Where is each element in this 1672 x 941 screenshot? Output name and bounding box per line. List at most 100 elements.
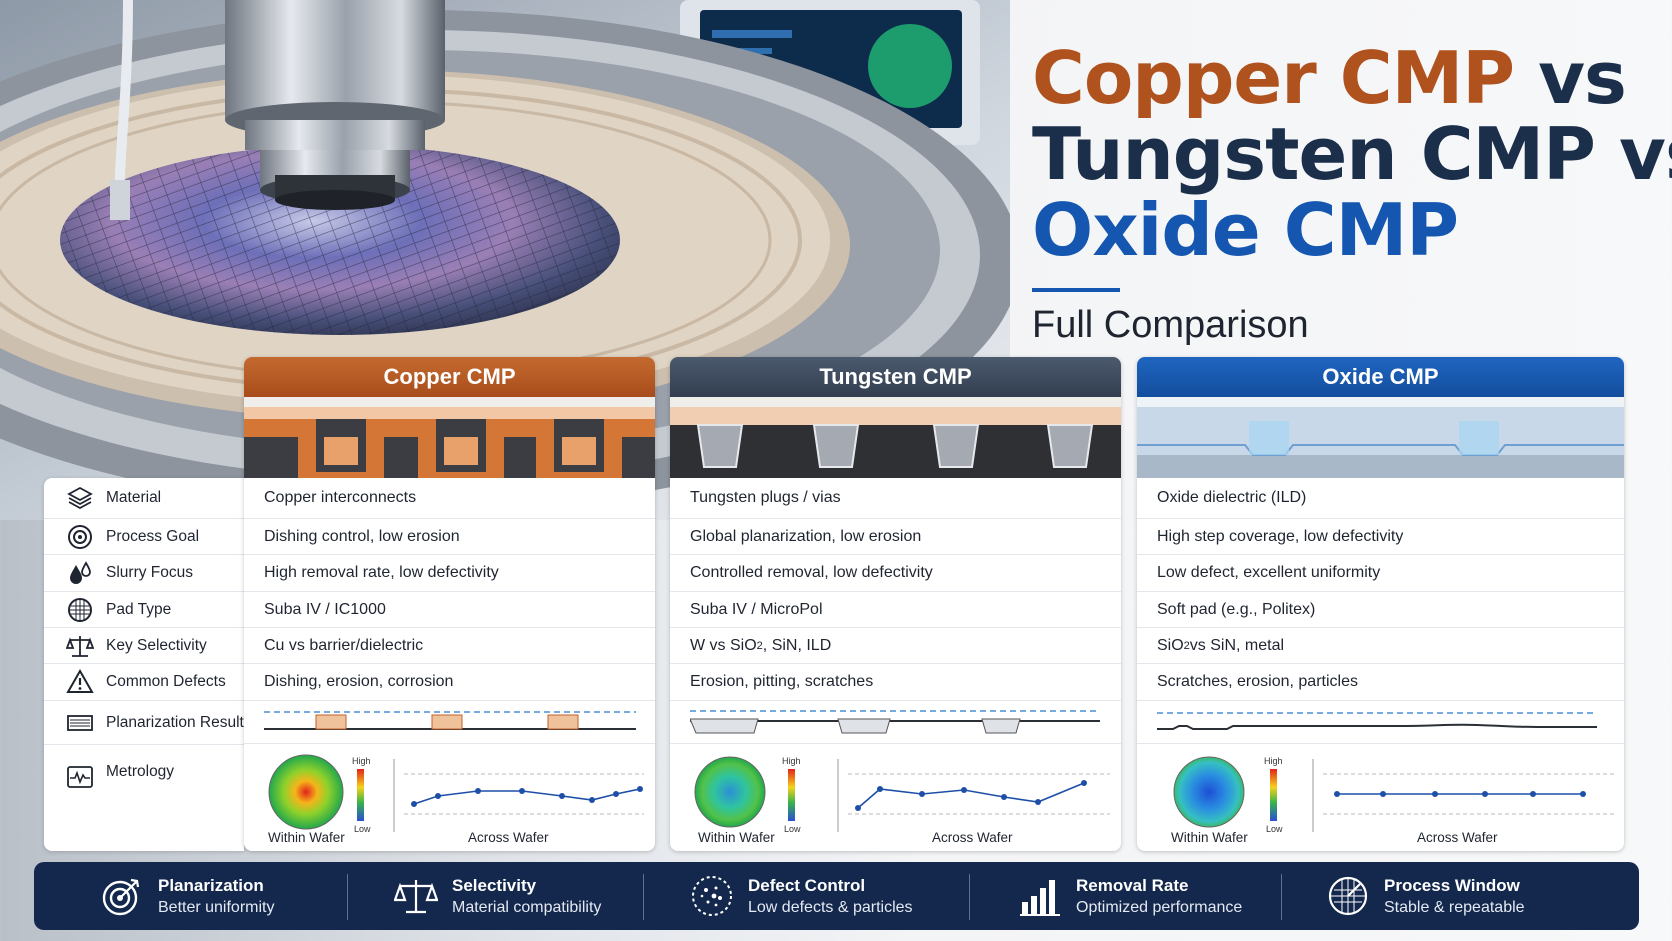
cell-oxide-slurry-focus: Low defect, excellent uniformity — [1137, 555, 1624, 592]
cell-copper-process-goal: Dishing control, low erosion — [244, 519, 655, 555]
cell-oxide-planarization — [1137, 701, 1624, 744]
planarization-profile-tungsten — [690, 710, 1100, 734]
cell-tungsten-slurry-focus: Controlled removal, low defectivity — [670, 555, 1121, 592]
footer-subtitle: Low defects & particles — [748, 898, 913, 916]
row-label-planarization-result: Planarization Result — [44, 701, 244, 745]
layers-icon — [67, 486, 93, 510]
planarization-profile-copper — [264, 711, 636, 730]
title-line-2: Tungsten CMP vs — [1032, 112, 1672, 196]
wafer-map-tungsten — [694, 756, 766, 828]
footer-item-defect-control: Defect Control Low defects & particles — [644, 862, 970, 930]
cell-copper-key-selectivity: Cu vs barrier/dielectric — [244, 628, 655, 664]
scale-high-label: High — [1264, 756, 1283, 766]
footer-title: Defect Control — [748, 875, 866, 895]
cell-copper-planarization — [244, 701, 655, 744]
title-line-3: Oxide CMP — [1032, 188, 1459, 272]
wafer-map-copper — [268, 754, 344, 830]
cell-copper-pad-type: Suba IV / IC1000 — [244, 592, 655, 628]
footer-divider — [643, 874, 644, 920]
scale-low-label: Low — [354, 824, 371, 834]
row-label-text: Pad Type — [106, 600, 172, 618]
row-label-material: Material — [44, 478, 244, 519]
row-label-text: Key Selectivity — [106, 636, 207, 654]
footer-subtitle: Material compatibility — [452, 898, 602, 916]
cell-oxide-common-defects: Scratches, erosion, particles — [1137, 664, 1624, 701]
bar-chart-icon — [1020, 880, 1060, 916]
title-block: Copper CMP vs Tungsten CMP vs Oxide CMP … — [1032, 40, 1672, 347]
row-label-process-goal: Process Goal — [44, 519, 244, 555]
column-copper: Copper CMP Copper interconnects Dishing … — [244, 357, 655, 851]
particles-icon — [692, 876, 732, 916]
wafer-icon — [1328, 876, 1368, 916]
cell-copper-material: Copper interconnects — [244, 478, 655, 519]
scale-high-label: High — [352, 756, 371, 766]
scale-low-label: Low — [1266, 824, 1283, 834]
across-wafer-label: Across Wafer — [468, 830, 549, 845]
cell-copper-common-defects: Dishing, erosion, corrosion — [244, 664, 655, 701]
across-wafer-label: Across Wafer — [1417, 830, 1498, 845]
cross-section-copper — [244, 397, 655, 478]
cell-tungsten-pad-type: Suba IV / MicroPol — [670, 592, 1121, 628]
footer-item-removal-rate: Removal Rate Optimized performance — [970, 862, 1282, 930]
color-scale-tungsten — [788, 769, 795, 821]
footer-subtitle: Optimized performance — [1076, 898, 1243, 916]
footer-subtitle: Stable & repeatable — [1384, 898, 1525, 916]
scale-icon — [394, 880, 438, 914]
column-header-copper: Copper CMP — [244, 357, 655, 397]
cell-oxide-process-goal: High step coverage, low defectivity — [1137, 519, 1624, 555]
droplets-icon — [70, 561, 91, 584]
cross-section-tungsten — [670, 397, 1121, 478]
target-icon — [68, 524, 92, 549]
metrology-copper: High Low Within Wafer Across Wafer — [244, 744, 655, 851]
title-copper: Copper CMP — [1032, 36, 1515, 120]
planarization-profile-oxide — [1157, 712, 1597, 730]
row-label-panel: Material Process Goal Slurry Focus Pad T… — [44, 478, 244, 851]
footer-title: Removal Rate — [1076, 875, 1189, 895]
footer-divider — [1281, 874, 1282, 920]
waveform-icon — [67, 766, 93, 788]
profile-icon — [67, 714, 93, 731]
footer-divider — [347, 874, 348, 920]
column-tungsten: Tungsten CMP Tungsten plugs / vias Globa… — [670, 357, 1121, 851]
row-label-pad-type: Pad Type — [44, 592, 244, 628]
row-label-text: Common Defects — [106, 673, 226, 690]
row-label-slurry-focus: Slurry Focus — [44, 555, 244, 592]
metrology-oxide: High Low Within Wafer Across Wafer — [1137, 744, 1624, 851]
column-header-oxide: Oxide CMP — [1137, 357, 1624, 397]
cell-tungsten-process-goal: Global planarization, low erosion — [670, 519, 1121, 555]
row-label-key-selectivity: Key Selectivity — [44, 628, 244, 664]
within-wafer-label: Within Wafer — [1171, 830, 1248, 845]
cell-oxide-key-selectivity: SiO 2 vs SiN, metal — [1137, 628, 1624, 664]
cell-oxide-pad-type: Soft pad (e.g., Politex) — [1137, 592, 1624, 628]
row-label-text: Metrology — [106, 763, 175, 780]
cell-tungsten-planarization — [670, 701, 1121, 744]
footer-item-planarization: Planarization Better uniformity — [34, 862, 348, 930]
title-line-1: Copper CMP vs — [1032, 40, 1652, 116]
column-oxide: Oxide CMP Oxide dielectric (ILD) High st… — [1137, 357, 1624, 851]
wafer-map-oxide — [1173, 756, 1245, 828]
title-rule — [1032, 288, 1120, 292]
subtitle: Full Comparison — [1032, 304, 1309, 346]
row-label-metrology: Metrology — [44, 745, 244, 851]
scale-icon — [66, 635, 94, 657]
across-wafer-label: Across Wafer — [932, 830, 1013, 845]
cross-section-oxide — [1137, 397, 1624, 478]
warning-icon — [66, 668, 94, 693]
scale-low-label: Low — [784, 824, 801, 834]
title-vs: vs — [1514, 36, 1627, 120]
within-wafer-label: Within Wafer — [698, 830, 775, 845]
color-scale-oxide — [1270, 769, 1277, 821]
footer-item-selectivity: Selectivity Material compatibility — [348, 862, 644, 930]
cell-tungsten-key-selectivity: W vs SiO 2, SiN, ILD — [670, 628, 1121, 664]
footer-title: Process Window — [1384, 875, 1520, 895]
row-label-text: Slurry Focus — [106, 564, 193, 581]
within-wafer-label: Within Wafer — [268, 830, 345, 845]
footer-bar: Planarization Better uniformity Selectivi… — [34, 862, 1639, 930]
metrology-tungsten: High Low Within Wafer Across Wafer — [670, 744, 1121, 851]
footer-title: Selectivity — [452, 875, 537, 895]
target-icon — [102, 878, 140, 916]
row-label-common-defects: Common Defects — [44, 664, 244, 701]
cell-tungsten-material: Tungsten plugs / vias — [670, 478, 1121, 519]
pad-icon — [68, 597, 92, 622]
scale-high-label: High — [782, 756, 801, 766]
